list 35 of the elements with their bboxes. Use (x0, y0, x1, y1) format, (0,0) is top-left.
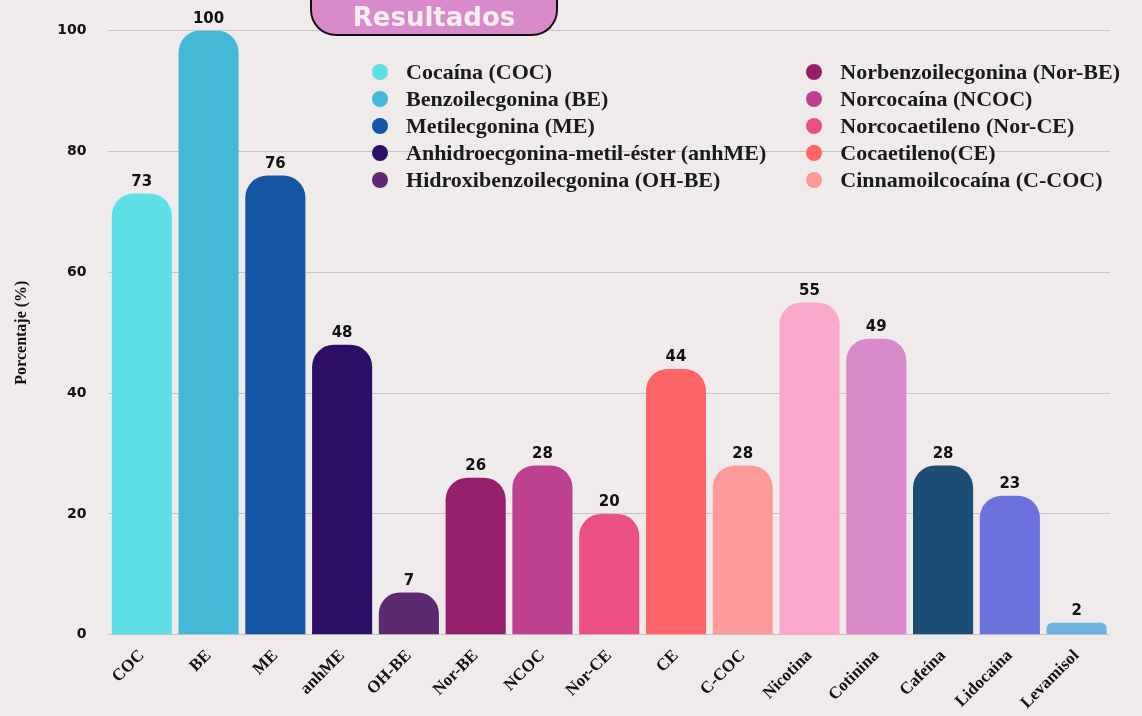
x-tick-label: CE (651, 645, 682, 676)
y-tick-label: 100 (57, 21, 87, 38)
data-label: 76 (264, 153, 286, 172)
data-label: 73 (131, 171, 153, 190)
legend-label: Metilecgonina (ME) (406, 112, 595, 139)
data-label: 28 (732, 443, 754, 462)
legend-label: Cocaína (COC) (406, 58, 553, 85)
data-label: 2 (1071, 601, 1082, 620)
data-label: 100 (192, 8, 225, 27)
legend-label: Cinnamoilcocaína (C-COC) (840, 166, 1103, 193)
legend-label: Benzoilecgonina (BE) (406, 85, 609, 112)
y-tick-label: 20 (66, 504, 87, 521)
y-tick-label: 40 (66, 383, 87, 400)
data-label: 28 (932, 443, 954, 462)
data-label: 7 (403, 570, 415, 589)
legend-label: Norcocaína (NCOC) (840, 85, 1033, 112)
data-label: 49 (865, 317, 887, 336)
data-label: 26 (465, 456, 487, 475)
data-label: 28 (532, 443, 553, 462)
legend-label: Hidroxibenzoilecgonina (OH-BE) (406, 166, 721, 193)
y-axis-title: Porcentaje (%) (11, 280, 30, 385)
legend-label: Anhidroecgonina-metil-éster (anhME) (406, 139, 767, 166)
data-label: 44 (665, 347, 687, 366)
y-tick-label: 80 (66, 141, 87, 158)
legend-label: Norbenzoilecgonina (Nor-BE) (840, 58, 1120, 85)
data-label: 23 (999, 474, 1021, 493)
data-label: 20 (598, 492, 620, 511)
data-label: 48 (331, 323, 353, 342)
legend-label: Norcocaetileno (Nor-CE) (840, 112, 1075, 139)
legend-label: Cocaetileno(CE) (840, 139, 996, 166)
y-tick-label: 0 (76, 625, 87, 642)
data-label: 55 (799, 280, 820, 299)
y-tick-label: 60 (66, 262, 87, 279)
x-tick-label: ME (248, 645, 282, 679)
x-tick-label: BE (185, 645, 215, 676)
